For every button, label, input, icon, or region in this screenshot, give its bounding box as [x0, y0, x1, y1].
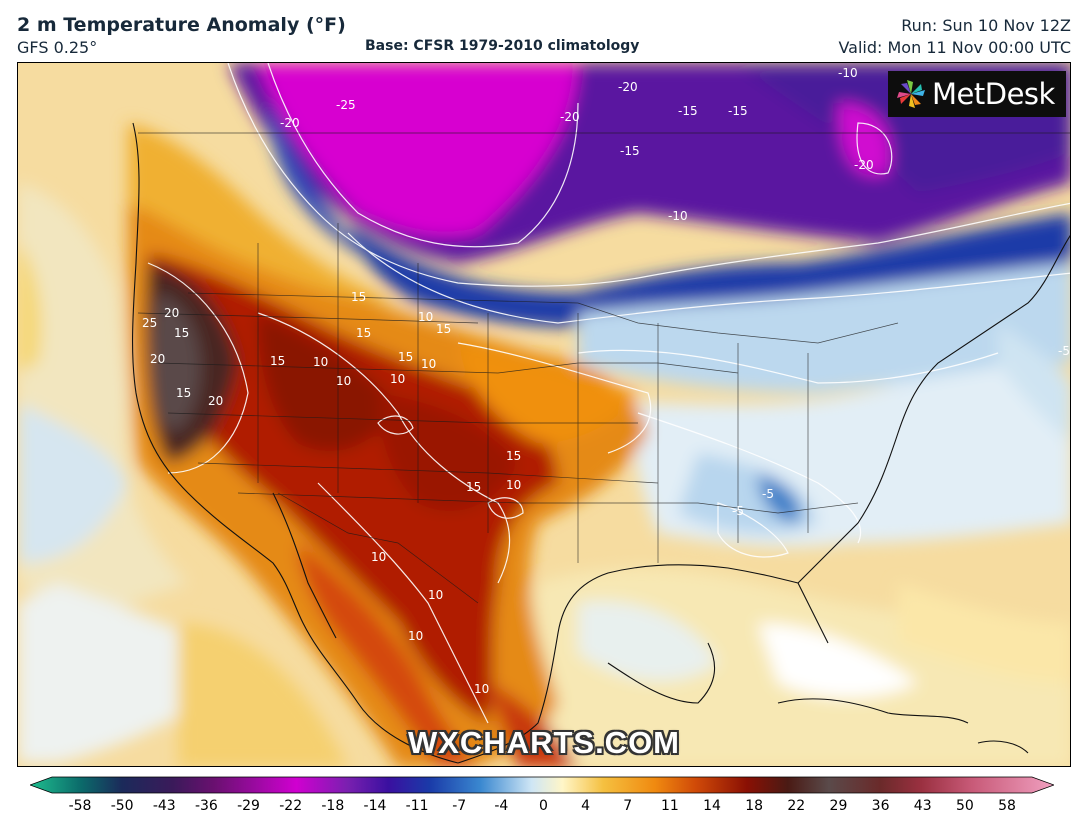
base-climatology-label: Base: CFSR 1979-2010 climatology: [365, 38, 640, 54]
contour-label: 15: [174, 326, 189, 340]
contour-label: -5: [762, 487, 774, 501]
model-label: GFS 0.25°: [17, 38, 98, 57]
contour-label: -25: [336, 98, 356, 112]
contour-label: -10: [668, 209, 688, 223]
colorbar-tick-label: 11: [660, 798, 679, 814]
colorbar: [30, 776, 1054, 794]
contour-label: 15: [351, 290, 366, 304]
contour-label: -15: [678, 104, 698, 118]
contour-label: 10: [421, 357, 436, 371]
colorbar-tick-label: -18: [321, 798, 345, 814]
colorbar-tick-label: -11: [405, 798, 429, 814]
contour-label: 10: [390, 372, 405, 386]
colorbar-tick-label: 7: [623, 798, 633, 814]
contour-label: -15: [728, 104, 748, 118]
colorbar-tick-label: -14: [363, 798, 387, 814]
colorbar-tick-label: 29: [829, 798, 848, 814]
contour-label: 20: [208, 394, 223, 408]
contour-label: 15: [506, 449, 521, 463]
colorbar-tick-label: -50: [110, 798, 134, 814]
colorbar-tick-label: -4: [494, 798, 509, 814]
contour-label: 10: [418, 310, 433, 324]
anomaly-field: [18, 63, 1070, 766]
contour-label: -10: [838, 66, 858, 80]
contour-labels: -25 -20 -20 -20 -15 -15 -15 -10 -10 -20 …: [142, 66, 1070, 696]
map-title: 2 m Temperature Anomaly (°F): [17, 14, 346, 36]
colorbar-tick-label: 58: [998, 798, 1016, 814]
contour-label: 10: [313, 355, 328, 369]
metdesk-logo: MetDesk: [888, 71, 1066, 117]
colorbar-tick-label: 50: [955, 798, 974, 814]
contour-label: 10: [474, 682, 489, 696]
contour-label: 15: [270, 354, 285, 368]
colorbar-tick-label: -22: [279, 798, 303, 814]
metdesk-logo-text: MetDesk: [932, 77, 1055, 111]
map-canvas: -25 -20 -20 -20 -15 -15 -15 -10 -10 -20 …: [18, 63, 1070, 766]
contour-label: 15: [176, 386, 191, 400]
anomaly-map[interactable]: -25 -20 -20 -20 -15 -15 -15 -10 -10 -20 …: [17, 62, 1071, 767]
coastlines: [131, 122, 1070, 764]
colorbar-tick-label: 22: [787, 798, 806, 814]
contour-label: 10: [408, 629, 423, 643]
contour-label: 15: [356, 326, 371, 340]
valid-time-label: Valid: Mon 11 Nov 00:00 UTC: [838, 38, 1071, 57]
colorbar-strip: [30, 776, 1054, 794]
political-borders: [137, 132, 1070, 604]
colorbar-tick-label: -43: [152, 798, 176, 814]
contour-label: 20: [164, 306, 179, 320]
run-time-label: Run: Sun 10 Nov 12Z: [901, 16, 1071, 35]
colorbar-tick-label: 0: [539, 798, 548, 814]
contour-label: 15: [466, 480, 481, 494]
wxcharts-watermark: WXCHARTS.COM: [407, 725, 681, 760]
contour-label: 25: [142, 316, 157, 330]
contour-label: -15: [620, 144, 640, 158]
colorbar-tick-label: -36: [194, 798, 218, 814]
metdesk-pinwheel-icon: [897, 80, 925, 108]
contour-label: -20: [618, 80, 638, 94]
anomaly-contours: [147, 63, 1070, 724]
colorbar-tick-label: 4: [581, 798, 591, 814]
contour-label: 15: [398, 350, 413, 364]
contour-label: 15: [436, 322, 451, 336]
contour-label: 10: [428, 588, 443, 602]
colorbar-tick-label: 18: [745, 798, 764, 814]
colorbar-tick-label: -58: [68, 798, 92, 814]
contour-label: -20: [854, 158, 874, 172]
colorbar-tick-label: 43: [913, 798, 932, 814]
contour-label: 20: [150, 352, 165, 366]
colorbar-tick-label: -29: [237, 798, 260, 814]
contour-label: 10: [336, 374, 351, 388]
colorbar-tick-label: 36: [871, 798, 890, 814]
contour-label: 10: [506, 478, 521, 492]
contour-label: -20: [280, 116, 300, 130]
contour-label: -5: [732, 504, 744, 518]
colorbar-tick-label: -7: [452, 798, 467, 814]
colorbar-tick-label: 14: [703, 798, 721, 814]
contour-label: -5: [1058, 344, 1070, 358]
contour-label: -20: [560, 110, 580, 124]
contour-label: 10: [371, 550, 386, 564]
